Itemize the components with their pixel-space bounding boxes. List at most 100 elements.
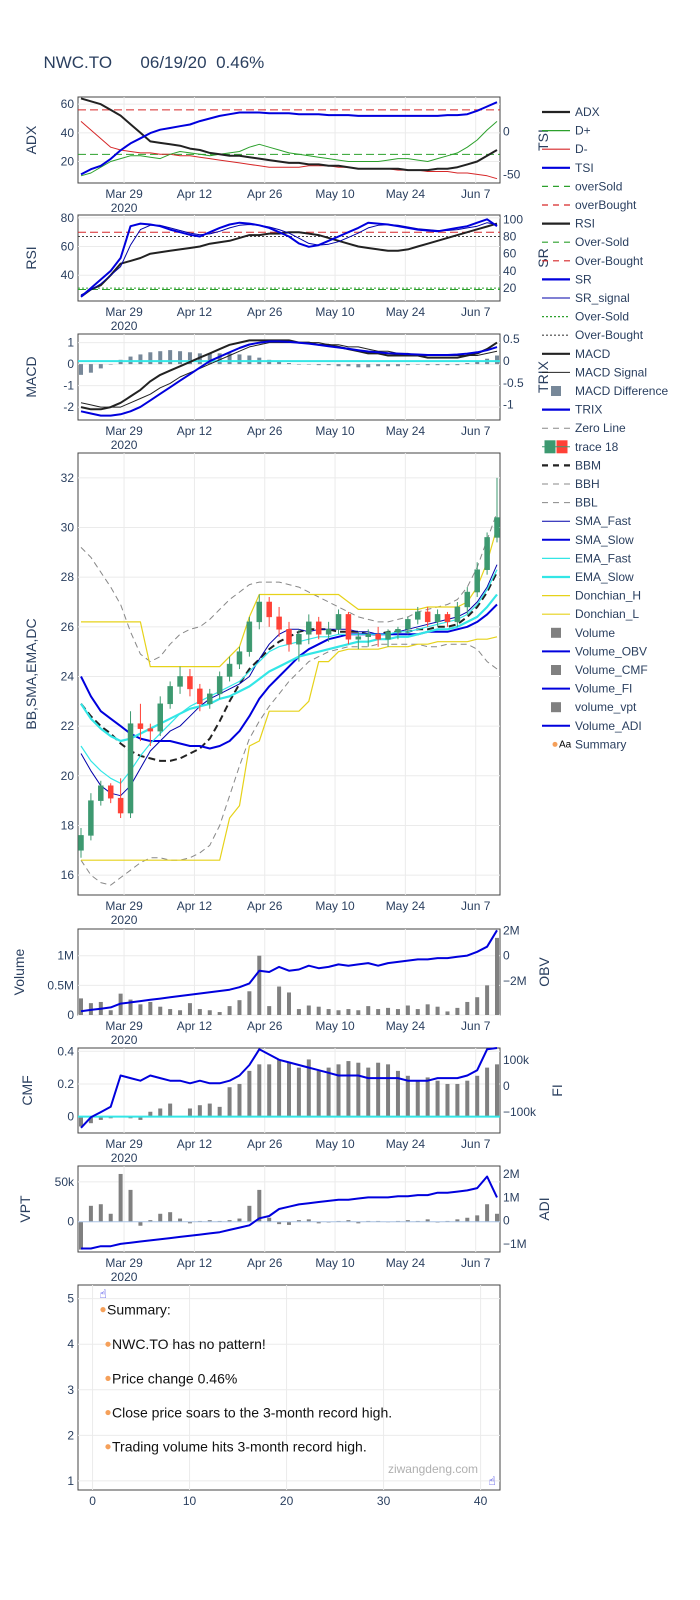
macd-diff-bar bbox=[187, 352, 192, 365]
trix-line bbox=[80, 340, 498, 417]
vpt-bar bbox=[108, 1213, 113, 1222]
macd-diff-bar bbox=[227, 353, 232, 365]
legend-label: MACD Signal bbox=[575, 365, 647, 379]
x-tick-label: Jun 7 bbox=[461, 424, 491, 438]
y-tick-label: 2 bbox=[67, 1428, 74, 1442]
volume-bar bbox=[366, 1006, 371, 1015]
chart-title: NWC.TO 06/19/20 0.46% bbox=[34, 33, 264, 73]
volume-bar bbox=[455, 1007, 460, 1015]
x-tick-label: Apr 26 bbox=[247, 305, 283, 319]
candle-body bbox=[147, 728, 154, 732]
y-tick-label: 1M bbox=[57, 949, 74, 963]
volume-bar bbox=[227, 1006, 232, 1015]
volume-bar bbox=[217, 1012, 222, 1015]
legend-item: SMA_Slow bbox=[542, 533, 634, 547]
candle-body bbox=[127, 723, 134, 814]
candle-body bbox=[197, 688, 203, 705]
vpt-bar bbox=[287, 1221, 291, 1225]
volume-bar bbox=[178, 1010, 183, 1015]
legend-item: RSI bbox=[542, 217, 595, 231]
legend-swatch-text: Aa bbox=[559, 739, 572, 750]
legend-label: Donchian_L bbox=[575, 607, 639, 621]
pointer-icon: ☝ bbox=[99, 1287, 106, 1301]
legend-label: TSI bbox=[575, 161, 594, 175]
y-tick-label: 0 bbox=[67, 1110, 74, 1124]
watermark: ziwangdeng.com bbox=[388, 1462, 478, 1476]
x-tick-year: 2020 bbox=[111, 438, 138, 452]
cmf-bar bbox=[435, 1080, 440, 1117]
x-tick-label: 20 bbox=[280, 1494, 294, 1508]
x-tick-label: May 10 bbox=[315, 1019, 355, 1033]
y-tick-label: 26 bbox=[61, 620, 75, 634]
y-axis-title: RSI bbox=[23, 246, 39, 269]
volume-bar bbox=[306, 1005, 311, 1015]
cmf-bar bbox=[197, 1105, 202, 1117]
legend-label: SMA_Slow bbox=[575, 533, 634, 547]
rsi-line bbox=[80, 222, 498, 298]
candle-body bbox=[177, 676, 183, 687]
vpt-bar bbox=[346, 1220, 351, 1222]
x-tick-year: 2020 bbox=[111, 1151, 138, 1165]
legend-label: volume_vpt bbox=[575, 700, 637, 714]
candle-body bbox=[415, 611, 421, 620]
cmf-bar bbox=[257, 1064, 262, 1117]
legend-item: SR_signal bbox=[542, 291, 630, 305]
volume-bar bbox=[108, 1010, 113, 1015]
legend-label: D- bbox=[575, 142, 588, 156]
tsi-line bbox=[80, 101, 498, 176]
x-tick-label: 30 bbox=[377, 1494, 391, 1508]
x-tick-label: May 10 bbox=[315, 899, 355, 913]
cmf-bar bbox=[98, 1116, 103, 1120]
y2-axis-title: ADI bbox=[536, 1197, 552, 1220]
x-tick-label: Jun 7 bbox=[461, 1019, 491, 1033]
legend-item: SR bbox=[542, 272, 592, 286]
x-tick-label: Apr 12 bbox=[177, 305, 213, 319]
y2-tick-label: 0 bbox=[503, 124, 510, 138]
y-tick-label: 28 bbox=[61, 570, 75, 584]
y2-tick-label: 0 bbox=[503, 1079, 510, 1093]
y-tick-label: 30 bbox=[61, 520, 75, 534]
vpt-bar bbox=[118, 1173, 123, 1222]
macd-diff-bar bbox=[405, 364, 410, 366]
macd-diff-bar bbox=[247, 355, 252, 365]
macd-diff-bar bbox=[326, 364, 331, 366]
legend-item: BBH bbox=[542, 477, 600, 491]
candle-body bbox=[385, 631, 391, 640]
x-tick-label: Jun 7 bbox=[461, 305, 491, 319]
volume-bar bbox=[168, 1009, 173, 1015]
vpt-bar bbox=[237, 1218, 242, 1222]
vpt-bar bbox=[79, 1221, 83, 1250]
legend-label: MACD bbox=[575, 347, 611, 361]
candle-body bbox=[306, 621, 312, 635]
cmf-bar bbox=[217, 1106, 222, 1117]
cmf-bar bbox=[168, 1103, 173, 1117]
x-tick-label: Apr 12 bbox=[177, 424, 213, 438]
vpt-bar bbox=[148, 1220, 153, 1222]
cmf-bar bbox=[376, 1062, 381, 1117]
macd-diff-bar bbox=[148, 352, 153, 365]
y-tick-label: 60 bbox=[61, 97, 75, 111]
vpt-bar bbox=[158, 1213, 163, 1222]
candle-body bbox=[226, 663, 233, 677]
volume-bar bbox=[495, 937, 499, 1015]
y-tick-label: 40 bbox=[61, 268, 75, 282]
y-tick-label: 0 bbox=[67, 1215, 74, 1229]
summary-marker bbox=[105, 1444, 111, 1450]
candle-body bbox=[157, 703, 163, 732]
y2-tick-label: −100k bbox=[503, 1105, 537, 1119]
obv-line bbox=[80, 929, 498, 1013]
legend-label: Volume_FI bbox=[575, 682, 632, 696]
legend-label: BBH bbox=[575, 477, 600, 491]
volume-bar bbox=[138, 1004, 143, 1015]
x-tick-label: Apr 26 bbox=[247, 187, 283, 201]
x-tick-label: 40 bbox=[474, 1494, 488, 1508]
y-tick-label: 5 bbox=[67, 1292, 74, 1306]
x-tick-label: May 10 bbox=[315, 187, 355, 201]
candle-body bbox=[266, 601, 272, 618]
x-tick-label: Apr 26 bbox=[247, 1019, 283, 1033]
legend-label: Volume_OBV bbox=[575, 644, 647, 658]
volume-bar bbox=[386, 1007, 391, 1015]
x-tick-label: May 24 bbox=[386, 1137, 426, 1151]
cmf-bar bbox=[405, 1075, 410, 1117]
x-tick-label: Jun 7 bbox=[461, 1256, 491, 1270]
